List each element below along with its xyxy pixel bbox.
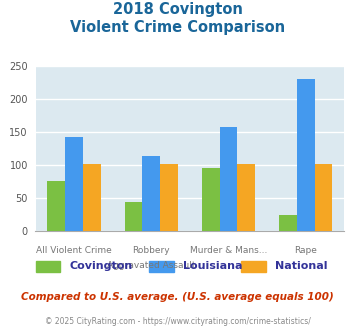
Bar (125, 202, 142, 231)
Bar (315, 164, 332, 231)
Text: Rape: Rape (294, 246, 317, 255)
Text: National: National (275, 261, 328, 272)
Text: Aggravated Assault: Aggravated Assault (107, 261, 196, 270)
Bar (83, 164, 101, 231)
Bar (160, 164, 178, 231)
Text: Robbery: Robbery (132, 246, 170, 255)
Text: Compared to U.S. average. (U.S. average equals 100): Compared to U.S. average. (U.S. average … (21, 292, 334, 302)
Text: Murder & Mans...: Murder & Mans... (190, 246, 267, 255)
Bar (297, 79, 315, 231)
Text: All Violent Crime: All Violent Crime (36, 246, 112, 255)
Bar (220, 127, 237, 231)
Text: 2018 Covington: 2018 Covington (113, 2, 242, 16)
Bar (142, 156, 160, 231)
Text: © 2025 CityRating.com - https://www.cityrating.com/crime-statistics/: © 2025 CityRating.com - https://www.city… (45, 317, 310, 326)
Bar (65, 137, 83, 231)
Bar (48, 181, 65, 231)
Bar (237, 164, 255, 231)
Text: Covington: Covington (69, 261, 132, 272)
Bar (279, 215, 297, 231)
Text: Louisiana: Louisiana (183, 261, 242, 272)
Bar (202, 168, 220, 231)
Text: Violent Crime Comparison: Violent Crime Comparison (70, 20, 285, 35)
